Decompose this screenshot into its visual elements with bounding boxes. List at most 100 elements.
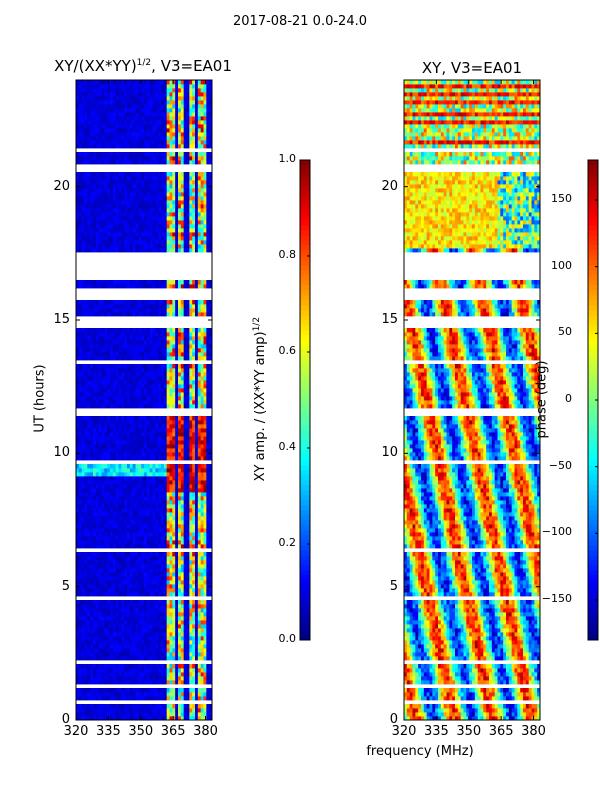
left-heatmap-cell <box>135 608 139 613</box>
left-heatmap-cell <box>138 376 142 381</box>
left-heatmap-cell <box>146 712 151 717</box>
left-heatmap-cell <box>172 528 176 533</box>
left-heatmap-cell <box>183 440 187 445</box>
left-heatmap-cell <box>206 228 210 233</box>
left-heatmap-cell <box>149 372 153 377</box>
left-heatmap-cell <box>189 612 193 617</box>
left-heatmap-cell <box>127 248 131 253</box>
left-heatmap-cell <box>180 556 185 561</box>
left-heatmap-cell <box>115 348 119 353</box>
left-heatmap-cell <box>93 600 97 605</box>
left-heatmap-cell <box>135 444 139 449</box>
left-heatmap-cell <box>200 652 204 657</box>
left-heatmap-cell <box>180 364 185 369</box>
left-heatmap-cell <box>175 332 179 337</box>
left-heatmap-cell <box>115 388 119 393</box>
left-heatmap-cell <box>121 536 125 541</box>
left-heatmap-cell <box>95 628 100 633</box>
left-heatmap-cell <box>141 504 145 509</box>
left-heatmap-cell <box>127 336 131 341</box>
left-heatmap-cell <box>129 644 134 649</box>
left-heatmap-cell <box>172 584 176 589</box>
left-heatmap-cell <box>178 344 182 349</box>
left-heatmap-cell <box>127 672 131 677</box>
left-heatmap-cell <box>129 716 134 721</box>
left-heatmap-cell <box>95 656 100 661</box>
left-heatmap-cell <box>101 220 105 225</box>
left-heatmap-cell <box>172 632 176 637</box>
left-heatmap-cell <box>183 468 187 473</box>
left-heatmap-cell <box>166 404 170 409</box>
left-heatmap-cell <box>197 576 202 581</box>
left-heatmap-cell <box>186 440 190 445</box>
left-heatmap-cell <box>127 644 131 649</box>
left-heatmap-cell <box>76 568 80 573</box>
left-heatmap-cell <box>149 532 153 537</box>
left-heatmap-cell <box>144 612 148 617</box>
left-heatmap-cell <box>95 444 100 449</box>
left-heatmap-cell <box>146 516 151 521</box>
left-heatmap-cell <box>76 356 80 361</box>
left-heatmap-cell <box>189 716 193 721</box>
left-heatmap-cell <box>107 512 111 517</box>
left-heatmap-cell <box>129 580 134 585</box>
left-heatmap-cell <box>93 592 97 597</box>
left-heatmap-cell <box>146 560 151 565</box>
left-heatmap-cell <box>76 436 80 441</box>
left-heatmap-cell <box>90 280 94 285</box>
left-heatmap-cell <box>209 232 213 237</box>
left-heatmap-cell <box>138 396 142 401</box>
left-heatmap-cell <box>186 220 190 225</box>
left-heatmap-cell <box>197 680 202 685</box>
left-heatmap-cell <box>76 600 80 605</box>
left-heatmap-cell <box>163 504 168 509</box>
left-heatmap-cell <box>197 672 202 677</box>
left-heatmap-cell <box>166 380 170 385</box>
left-heatmap-cell <box>127 404 131 409</box>
left-heatmap-cell <box>195 388 199 393</box>
left-heatmap-cell <box>178 680 182 685</box>
left-heatmap-cell <box>124 512 128 517</box>
left-heatmap-cell <box>90 672 94 677</box>
left-heatmap-cell <box>76 336 80 341</box>
left-heatmap-cell <box>155 432 159 437</box>
left-heatmap-cell <box>144 624 148 629</box>
left-heatmap-cell <box>98 232 102 237</box>
left-heatmap-cell <box>203 496 207 501</box>
left-heatmap-cell <box>98 428 102 433</box>
left-heatmap-cell <box>152 632 156 637</box>
left-heatmap-cell <box>163 436 168 441</box>
left-heatmap-cell <box>209 480 213 485</box>
left-heatmap-cell <box>93 420 97 425</box>
left-heatmap-cell <box>115 284 119 289</box>
left-heatmap-cell <box>87 636 91 641</box>
left-heatmap-cell <box>93 336 97 341</box>
left-heatmap-cell <box>84 496 88 501</box>
left-heatmap-cell <box>90 468 94 473</box>
left-heatmap-cell <box>166 668 170 673</box>
left-heatmap-cell <box>178 560 182 565</box>
left-heatmap-cell <box>195 444 199 449</box>
left-heatmap-cell <box>95 616 100 621</box>
left-heatmap-cell <box>87 456 91 461</box>
left-heatmap-cell <box>110 416 114 421</box>
left-heatmap-cell <box>90 624 94 629</box>
left-heatmap-cell <box>112 692 117 697</box>
left-heatmap-cell <box>161 544 165 549</box>
left-heatmap-cell <box>186 640 190 645</box>
left-heatmap-cell <box>166 336 170 341</box>
left-heatmap-cell <box>87 592 91 597</box>
left-heatmap-cell <box>197 216 202 221</box>
left-heatmap-cell <box>115 368 119 373</box>
left-heatmap-cell <box>98 680 102 685</box>
left-heatmap-cell <box>101 504 105 509</box>
left-heatmap-cell <box>200 452 204 457</box>
left-heatmap-cell <box>135 536 139 541</box>
left-heatmap-cell <box>186 616 190 621</box>
left-heatmap-cell <box>178 304 182 309</box>
left-heatmap-cell <box>121 656 125 661</box>
left-heatmap-cell <box>115 384 119 389</box>
left-heatmap-cell <box>175 716 179 721</box>
left-heatmap-cell <box>129 512 134 517</box>
left-heatmap-cell <box>112 600 117 605</box>
